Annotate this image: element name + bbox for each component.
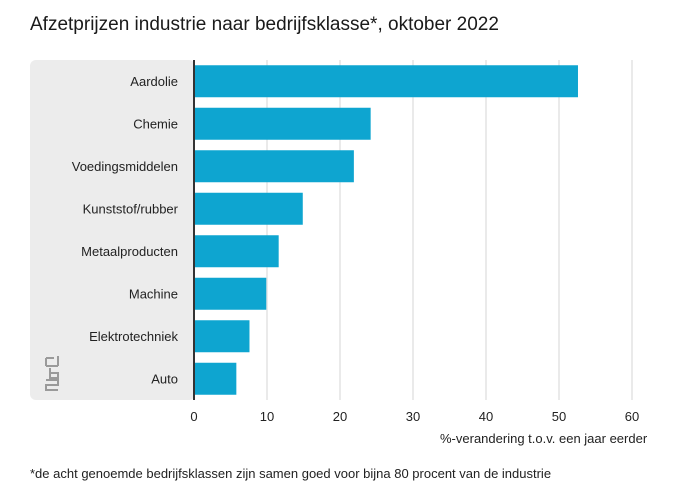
x-tick-label: 60 <box>625 409 639 424</box>
category-label: Machine <box>129 286 178 301</box>
bar-voedingsmiddelen <box>194 150 354 183</box>
bar-aardolie <box>194 65 578 98</box>
x-tick-label: 40 <box>479 409 493 424</box>
category-labels: Aardolie Chemie Voedingsmiddelen Kunststof/… <box>72 74 179 387</box>
bar-metaalproducten <box>194 235 279 268</box>
footnote: *de acht genoemde bedrijfsklassen zijn s… <box>30 466 552 481</box>
bar-machine <box>194 277 267 310</box>
x-tick-label: 20 <box>333 409 347 424</box>
x-tick-label: 0 <box>190 409 197 424</box>
chart-title: Afzetprijzen industrie naar bedrijfsklas… <box>30 14 499 35</box>
bars <box>194 65 578 395</box>
category-label: Metaalproducten <box>81 244 178 259</box>
category-label: Auto <box>151 371 178 386</box>
tick-labels: 0 10 20 30 40 50 60 <box>190 409 639 424</box>
bar-kunststof-rubber <box>194 192 303 225</box>
category-label: Kunststof/rubber <box>83 201 179 216</box>
category-label: Voedingsmiddelen <box>72 159 178 174</box>
label-panel <box>30 60 195 400</box>
category-label: Aardolie <box>130 74 178 89</box>
x-axis-label: %-verandering t.o.v. een jaar eerder <box>440 431 648 446</box>
x-tick-label: 30 <box>406 409 420 424</box>
bar-auto <box>194 362 237 395</box>
x-tick-label: 10 <box>260 409 274 424</box>
x-tick-label: 50 <box>552 409 566 424</box>
category-label: Chemie <box>133 116 178 131</box>
bar-chemie <box>194 107 371 140</box>
cbs-logo-icon <box>45 356 59 391</box>
category-label: Elektrotechniek <box>89 329 178 344</box>
gridlines <box>266 60 633 400</box>
bar-elektrotechniek <box>194 320 250 353</box>
